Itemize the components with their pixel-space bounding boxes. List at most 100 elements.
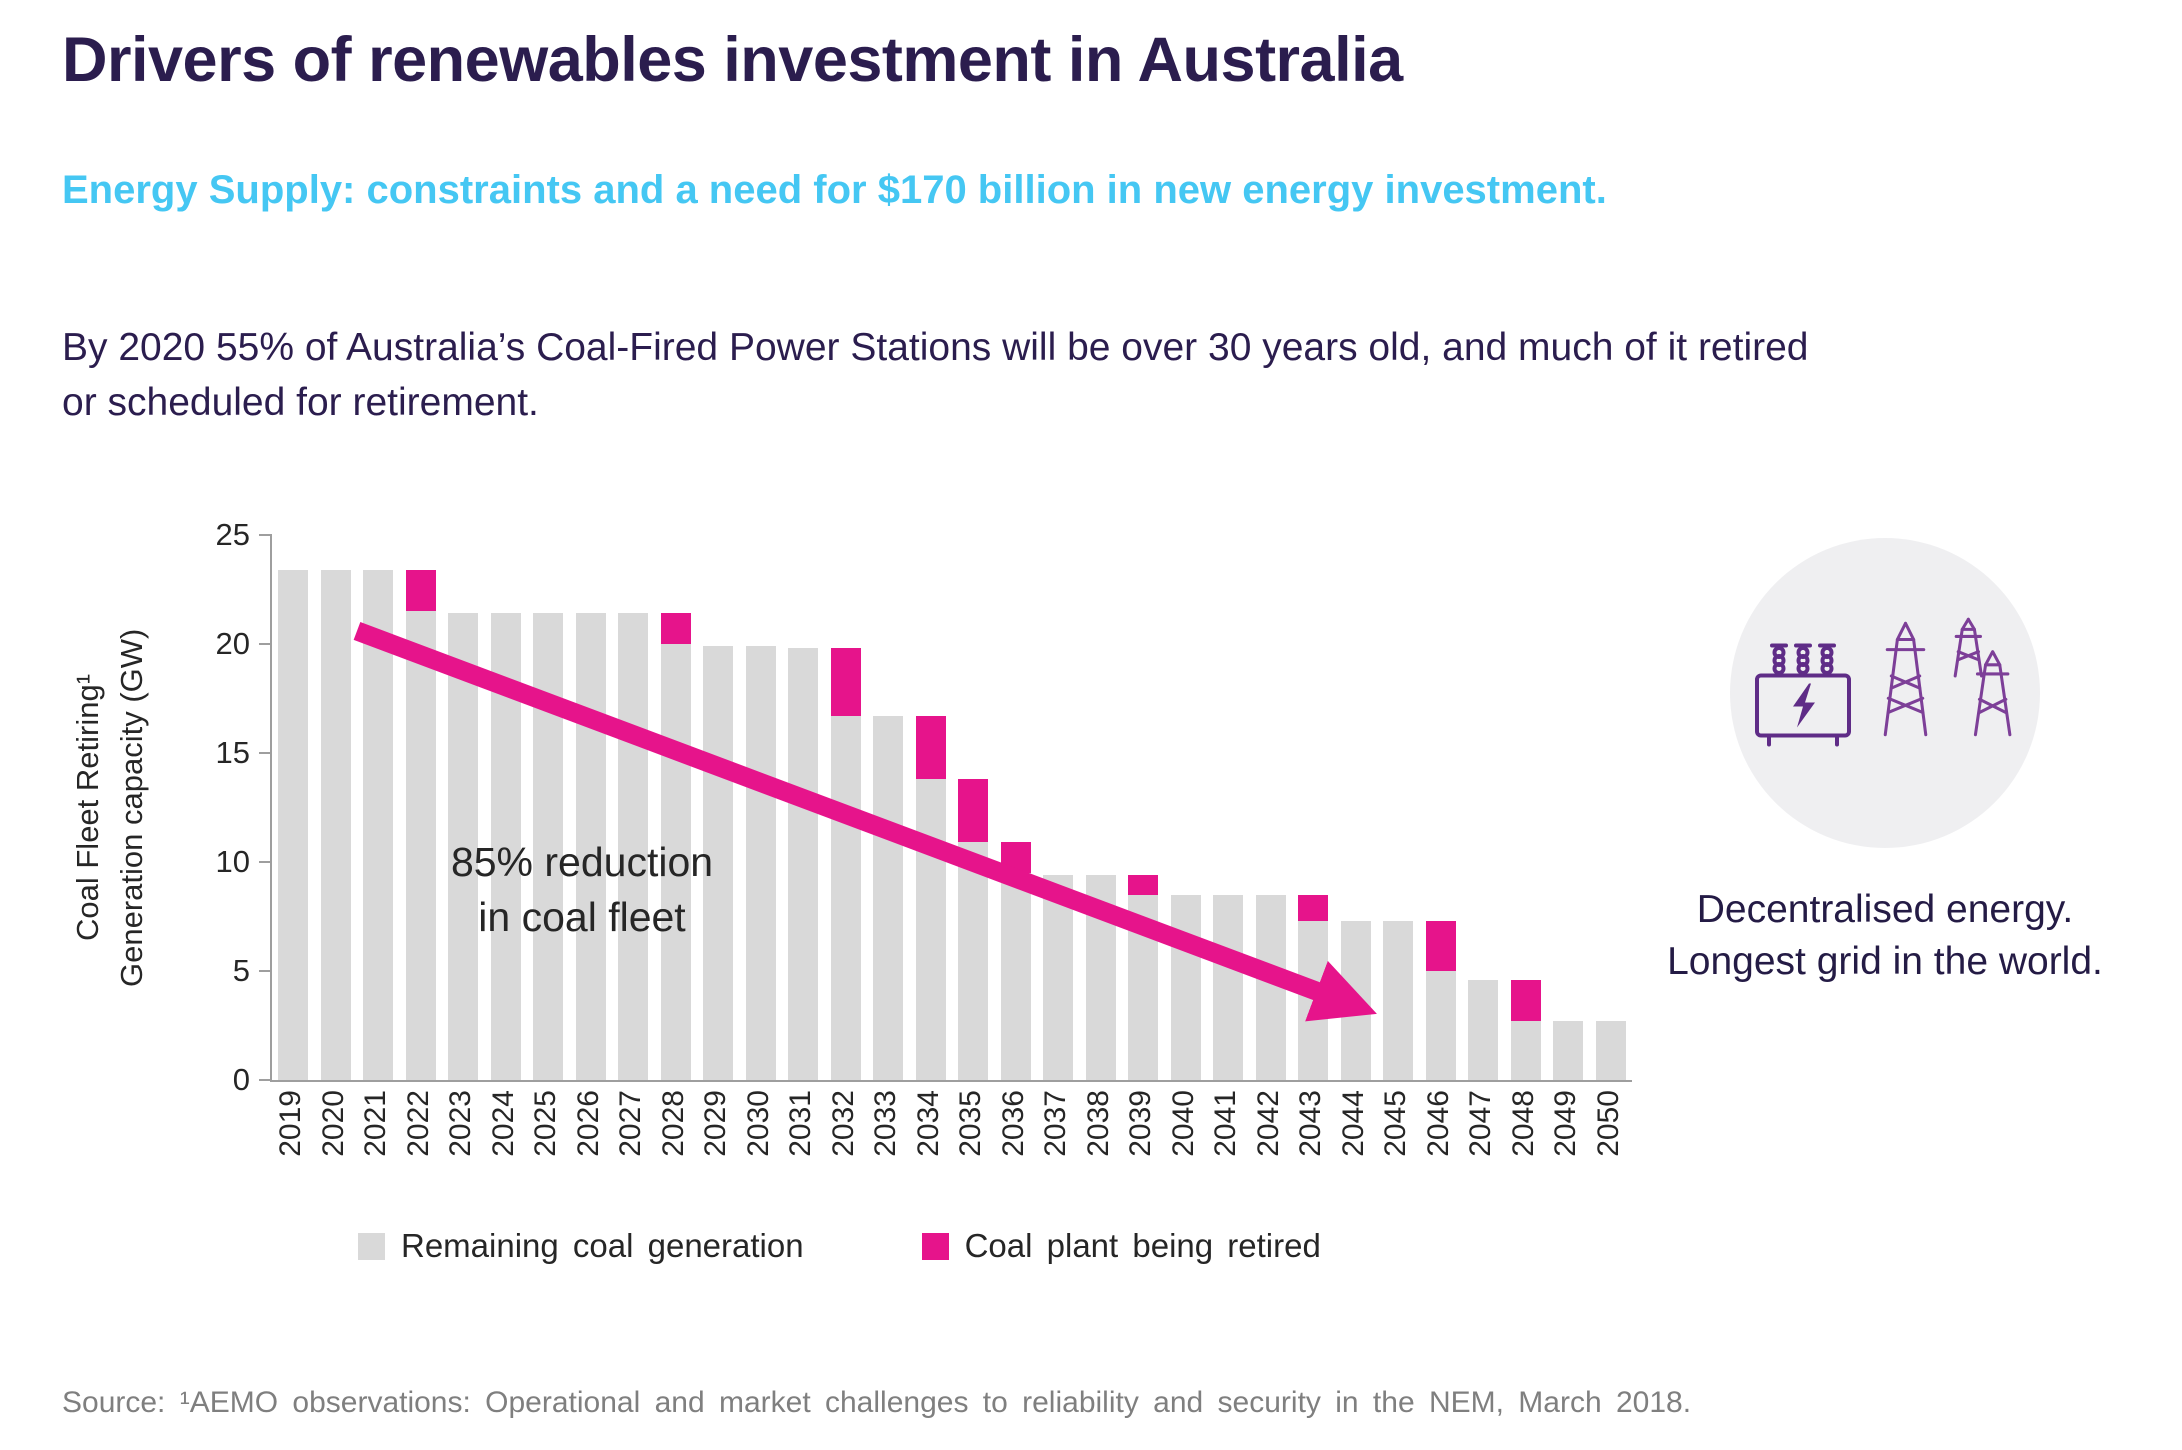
y-axis-title-line1: Coal Fleet Retiring¹ [70, 673, 105, 942]
bar-2047 [1462, 535, 1505, 1080]
retired-segment [1425, 920, 1456, 971]
x-label-2043: 2043 [1294, 1090, 1328, 1157]
legend-swatch-retired [921, 1232, 949, 1260]
x-label-2048: 2048 [1506, 1090, 1540, 1157]
retired-segment [660, 613, 691, 644]
remaining-segment [915, 779, 946, 1080]
coal-retirement-chart: Coal Fleet Retiring¹ Generation capacity… [70, 518, 1690, 1335]
retired-segment [830, 648, 861, 716]
y-axis-title-line2: Generation capacity (GW) [114, 628, 149, 987]
bar-2034 [910, 535, 953, 1080]
x-label-2047: 2047 [1464, 1090, 1498, 1157]
remaining-segment [1553, 1021, 1584, 1080]
x-label-2024: 2024 [486, 1090, 520, 1157]
x-label-2039: 2039 [1124, 1090, 1158, 1157]
remaining-segment [575, 613, 606, 1080]
bar-2050 [1590, 535, 1633, 1080]
callout-line1: Decentralised energy. [1696, 888, 2074, 931]
x-label-2027: 2027 [614, 1090, 648, 1157]
y-tick-25: 25 [215, 517, 250, 552]
body-text: By 2020 55% of Australia’s Coal-Fired Po… [62, 326, 1809, 425]
y-tick-mark [259, 752, 272, 754]
remaining-segment [1510, 1021, 1541, 1080]
x-axis-labels: 2019 2020 2021 2022 2023 2024 2025 2026 2027 2028… [270, 1090, 1630, 1185]
y-axis-title: Coal Fleet Retiring¹ Generation capacity… [70, 535, 150, 1080]
x-label-2045: 2045 [1379, 1090, 1413, 1157]
x-label-2042: 2042 [1251, 1090, 1285, 1157]
bar-2023 [442, 535, 485, 1080]
bar-2028 [655, 535, 698, 1080]
bar-2035 [952, 535, 995, 1080]
x-label-2049: 2049 [1549, 1090, 1583, 1157]
remaining-segment [1595, 1021, 1626, 1080]
x-label-2032: 2032 [826, 1090, 860, 1157]
bar-2045 [1377, 535, 1420, 1080]
remaining-segment [958, 842, 989, 1080]
x-label-2023: 2023 [444, 1090, 478, 1157]
legend-label-retired: Coal plant being retired [964, 1227, 1321, 1264]
chart-legend: Remaining coal generation Coal plant bei… [358, 1227, 1321, 1265]
remaining-segment [363, 569, 394, 1080]
page-title: Drivers of renewables investment in Aust… [62, 25, 1403, 95]
bar-2033 [867, 535, 910, 1080]
y-tick-mark [259, 970, 272, 972]
x-label-2034: 2034 [911, 1090, 945, 1157]
callout-caption: Decentralised energy. Longest grid in th… [1655, 884, 2115, 988]
retired-segment [1510, 979, 1541, 1022]
y-tick-mark [259, 1079, 272, 1081]
remaining-segment [660, 644, 691, 1080]
remaining-segment [745, 646, 776, 1080]
retired-segment [915, 715, 946, 780]
x-label-2041: 2041 [1209, 1090, 1243, 1157]
y-tick-mark [259, 861, 272, 863]
x-label-2020: 2020 [316, 1090, 350, 1157]
x-label-2022: 2022 [401, 1090, 435, 1157]
plot-area: 85% reduction in coal fleet [259, 534, 1632, 1082]
x-label-2029: 2029 [699, 1090, 733, 1157]
bar-2026 [570, 535, 613, 1080]
y-tick-0: 0 [232, 1062, 250, 1097]
bar-2037 [1037, 535, 1080, 1080]
remaining-segment [703, 646, 734, 1080]
remaining-segment [1043, 875, 1074, 1080]
callout-line2: Longest grid in the world. [1667, 939, 2103, 983]
x-label-2046: 2046 [1421, 1090, 1455, 1157]
bar-2029 [697, 535, 740, 1080]
bar-2049 [1547, 535, 1590, 1080]
remaining-segment [1170, 894, 1201, 1080]
remaining-segment [1425, 971, 1456, 1080]
bar-2040 [1165, 535, 1208, 1080]
transformer-icon [1755, 643, 1851, 747]
retired-segment [958, 779, 989, 843]
remaining-segment [873, 715, 904, 1080]
x-label-2021: 2021 [359, 1090, 393, 1157]
bar-2036 [995, 535, 1038, 1080]
remaining-segment [788, 648, 819, 1080]
decentralised-energy-callout: Decentralised energy. Longest grid in th… [1655, 538, 2115, 988]
bar-2032 [825, 535, 868, 1080]
remaining-segment [1213, 894, 1244, 1080]
reduction-annotation: 85% reduction in coal fleet [450, 839, 714, 941]
x-label-2026: 2026 [571, 1090, 605, 1157]
source-note: Source: ¹AEMO observations: Operational … [62, 1386, 1692, 1419]
y-tick-mark [259, 534, 272, 536]
y-tick-mark [259, 643, 272, 645]
retired-segment [1298, 894, 1329, 921]
reduction-arrow [353, 622, 1377, 1022]
remaining-segment [405, 611, 436, 1080]
bar-2031 [782, 535, 825, 1080]
x-label-2035: 2035 [954, 1090, 988, 1157]
bar-2019 [272, 535, 315, 1080]
retired-segment [1128, 875, 1159, 895]
x-label-2025: 2025 [529, 1090, 563, 1157]
bar-2046 [1420, 535, 1463, 1080]
bar-2020 [315, 535, 358, 1080]
x-label-2037: 2037 [1039, 1090, 1073, 1157]
bar-columns [272, 535, 1632, 1080]
bar-2048 [1505, 535, 1548, 1080]
remaining-segment [1000, 872, 1031, 1080]
remaining-segment [1383, 920, 1414, 1080]
x-label-2031: 2031 [784, 1090, 818, 1157]
legend-item-remaining: Remaining coal generation [358, 1227, 804, 1265]
remaining-segment [278, 569, 309, 1080]
